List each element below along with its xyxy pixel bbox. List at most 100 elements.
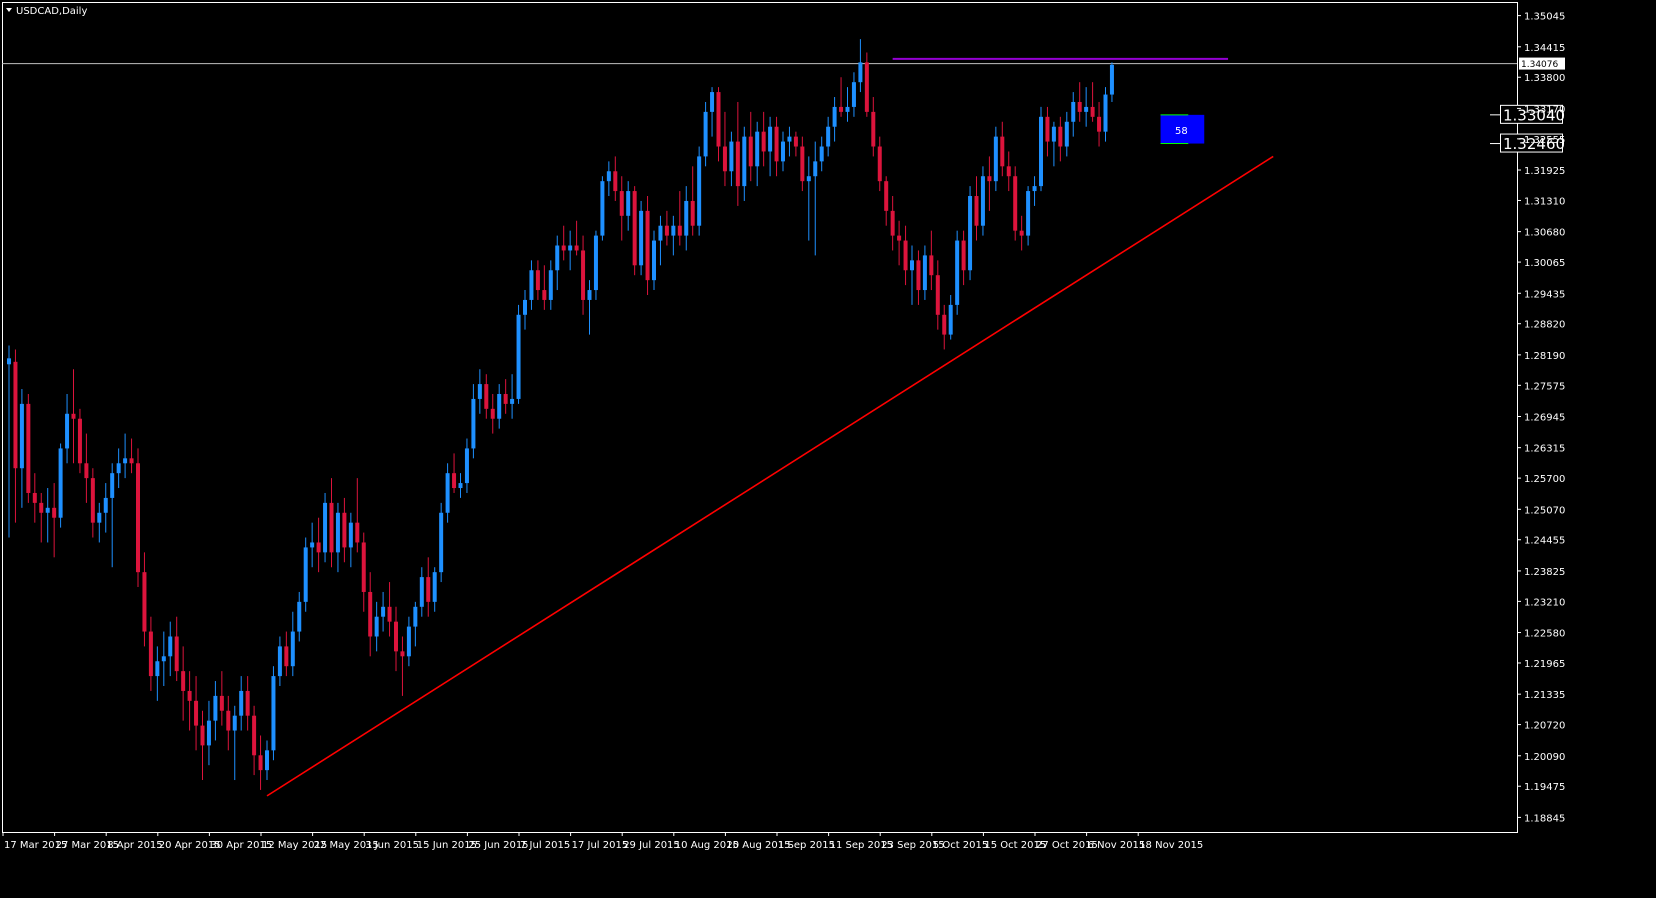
candle-body [987,176,992,182]
candle-body [884,181,889,211]
candle-body [916,260,921,291]
candle [787,126,792,157]
y-tick-label: 1.33800 [1524,73,1565,84]
price-axis[interactable]: 1.35045 1.34415 1.33800 1.33170 1.32555 1.319… [1517,12,1565,825]
y-tick-label: 1.20090 [1524,752,1565,763]
candle-body [626,191,631,216]
candle [123,433,128,479]
candle [1051,121,1056,167]
candle [7,345,11,538]
candle [845,87,850,122]
candle [671,215,676,256]
y-tick-label: 1.25070 [1524,505,1565,516]
candle-body [942,314,947,335]
x-tick-label: 23 Sep 2015 [881,840,944,851]
candle-body [729,141,734,172]
y-tick-label: 1.22580 [1524,629,1565,640]
red-trendline[interactable] [266,155,1274,797]
candle [258,735,263,790]
candle-body [755,131,760,167]
candle-body [955,240,960,305]
candle [303,537,308,612]
candle [968,186,973,281]
candle [568,230,573,271]
candle-body [168,636,173,657]
candle [606,161,611,197]
candle [1045,106,1050,157]
candle-body [826,126,831,147]
dropdown-triangle-icon[interactable] [6,8,12,12]
candle-body [245,690,250,716]
candle-body [329,502,334,553]
trendline-layer[interactable] [266,155,1274,797]
candle [84,433,89,503]
candle-body [161,656,166,662]
overlay-layer[interactable]: 58 1.33040 1.32460 [892,57,1565,153]
candle-body [52,507,57,518]
candle-body [297,601,302,632]
candle-body [239,690,244,716]
candle [864,52,869,117]
candle [652,230,656,291]
candle [194,676,199,751]
y-tick-label: 1.18845 [1524,813,1565,824]
current-price-tag[interactable] [1519,57,1565,70]
candle-body [1032,186,1037,192]
y-tick-label: 1.21335 [1524,690,1565,701]
candle-body [1019,230,1024,236]
candle-body [948,304,953,335]
candle [245,676,250,731]
candle [632,186,637,276]
candle-body [722,146,727,172]
candle-body [290,631,295,667]
candle [884,176,889,226]
candle-body [432,572,437,602]
candle [761,111,766,167]
candle-body [65,413,70,449]
candle [574,220,579,256]
candle-body [903,240,908,271]
y-tick-label: 1.31310 [1524,196,1565,207]
candle [1090,82,1095,122]
candle-body [613,171,618,192]
candle-body [374,616,379,637]
candle [1071,92,1076,137]
candle [26,393,31,503]
candle [65,393,70,464]
candle-body [1045,116,1050,142]
candle [187,671,192,731]
candle [684,186,689,251]
candle [890,196,895,251]
candle-body [600,181,605,236]
y-tick-label: 1.33170 [1524,104,1565,115]
candle-body [142,572,147,632]
upper-level-label-box[interactable] [1500,104,1563,124]
candle [290,611,295,677]
candle [39,492,44,543]
candle [748,111,753,182]
candle-body [90,478,95,523]
candle [103,483,108,533]
candle-body [310,542,315,548]
candle [535,260,540,300]
candle [452,453,457,493]
candle [922,245,927,300]
candle-body [1071,101,1076,122]
candle [826,116,831,157]
range-box[interactable] [1160,114,1205,144]
candle [613,156,618,201]
candle [136,448,140,588]
lower-level-label-box[interactable] [1500,133,1563,153]
range-pips-label: 58 [1175,126,1188,137]
candle [329,478,334,568]
candle [929,230,934,291]
candle-body [400,651,405,657]
candle [19,389,24,508]
candle [181,646,186,721]
candle [297,591,302,642]
candle [161,631,166,686]
candle [116,448,121,489]
